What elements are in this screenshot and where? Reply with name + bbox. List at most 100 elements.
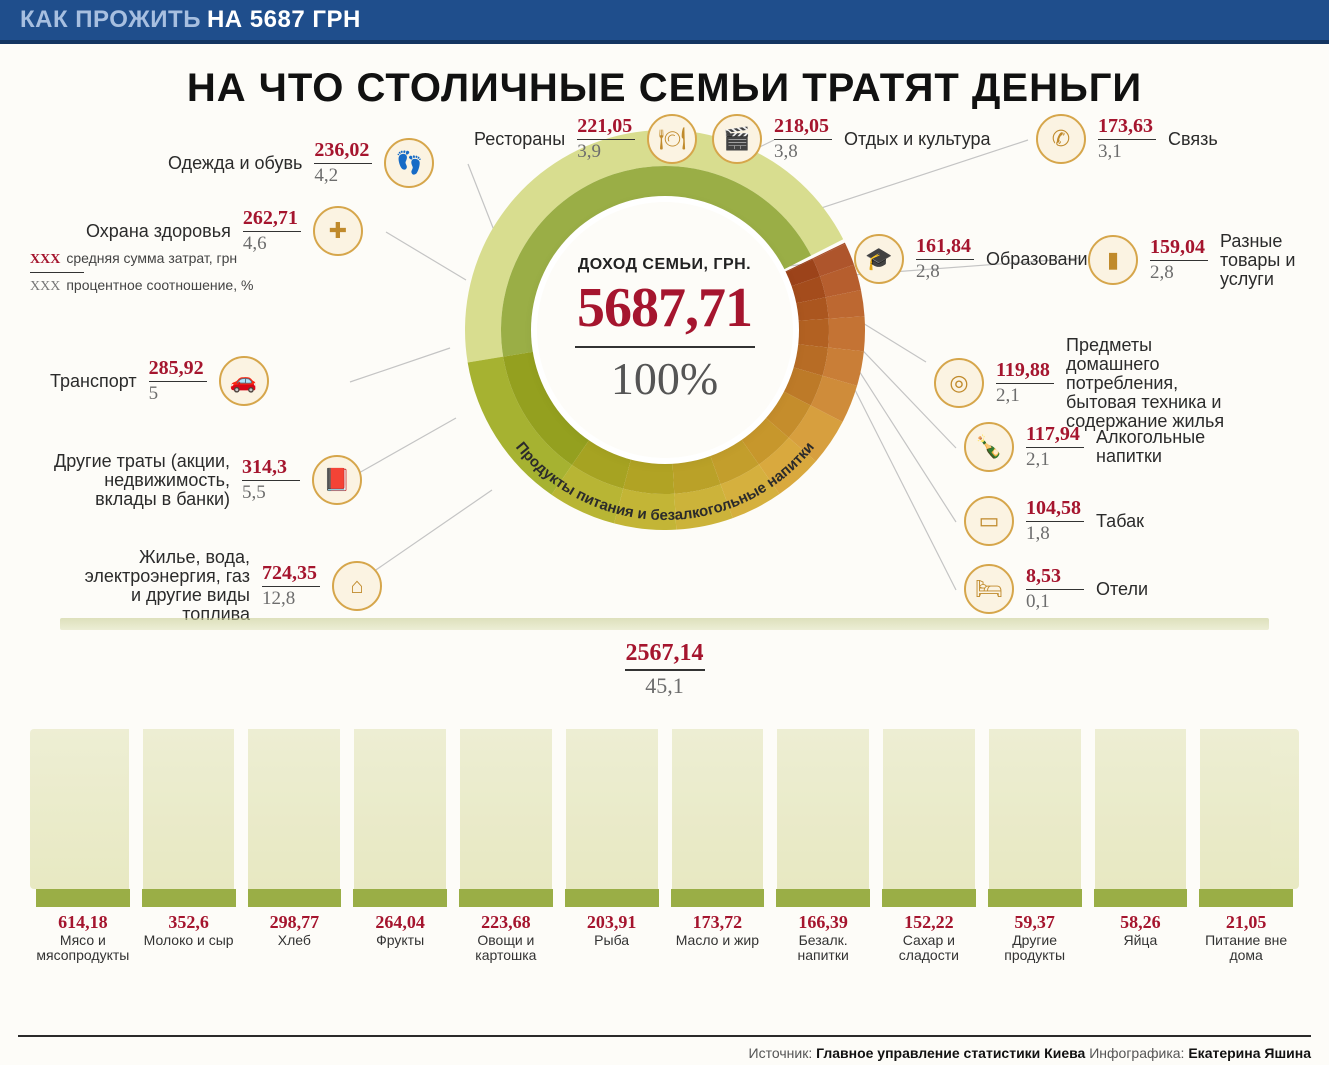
sub-col: 173,72 Масло и жир [665,913,771,964]
callout-figures: 285,92 5 [149,358,207,404]
callout-divider [314,163,372,164]
car-icon: 🚗 [219,356,269,406]
box-icon: ▮ [1088,235,1138,285]
callout-car: 🚗285,925Транспорт [50,356,269,406]
sub-label: Безалк. напитки [773,933,873,964]
callout-label: Табак [1096,512,1144,531]
header-part2: НА 5687 ГРН [207,6,361,34]
callout-label: Связь [1168,130,1218,149]
callout-figures: 236,024,2 [314,140,372,186]
food-top-rule [60,618,1269,630]
sub-label: Масло и жир [668,933,768,948]
sub-amount: 223,68 [456,913,556,931]
callout-divider [243,231,301,232]
sub-strip-cell [671,889,765,907]
sub-strip-cell [459,889,553,907]
sub-amount: 58,26 [1091,913,1191,931]
sub-col: 614,18Мясо и мясопродукты [30,913,136,964]
sub-amount: 298,77 [245,913,345,931]
food-divider [625,669,705,671]
sub-strip-cell [36,889,130,907]
sub-labels: 614,18Мясо и мясопродукты352,6Молоко и с… [30,913,1299,964]
sub-strip-cell [248,889,342,907]
sub-amount: 264,04 [350,913,450,931]
callout-box: ▮ 159,042,8 Разные товары и услуги [1088,232,1329,289]
header-part1: КАК ПРОЖИТЬ [20,6,201,34]
donut-center: ДОХОД СЕМЬИ, ГРН. 5687,71 100% [537,202,793,458]
callout-divider [1026,589,1084,590]
sub-label: Рыба [562,933,662,948]
callout-percent: 3,8 [774,142,832,162]
center-percent: 100% [611,352,718,405]
sub-label: Молоко и сыр [139,933,239,948]
camera-icon: 🎬 [712,114,762,164]
sub-strip-cell [882,889,976,907]
sub-col: 58,26Яйца [1088,913,1194,964]
legend-xxx-red: XXX [30,252,60,268]
callout-percent: 2,1 [1026,450,1084,470]
callout-divider [262,586,320,587]
callout-amount: 8,53 [1026,566,1084,587]
sub-amount: 614,18 [33,913,133,931]
sub-col: 166,39Безалк. напитки [770,913,876,964]
callout-label: Одежда и обувь [168,154,302,173]
callout-bed: 🛏8,530,1Отели [964,564,1148,614]
callout-label: Разные товары и услуги [1220,232,1329,289]
bottle-icon: 🍾 [964,422,1014,472]
callout-amount: 218,05 [774,116,832,137]
callout-bottle: 🍾117,942,1Алкогольные напитки [964,422,1276,472]
callout-figures: 8,53 0,1 [1026,566,1084,612]
callout-label: Предметы домашнего потребления, бытовая … [1066,336,1246,430]
legend: XXX средняя сумма затрат, грн XXX процен… [30,250,253,299]
callout-label: Рестораны [474,130,565,149]
callout-amount: 221,05 [577,116,635,137]
callout-phone: ✆173,633,1Связь [1036,114,1218,164]
callout-amount: 724,35 [262,563,320,584]
food-amount: 2567,14 [626,640,704,666]
callout-figures: 159,042,8 [1150,237,1208,283]
callout-label: Алкогольные напитки [1096,428,1276,466]
sub-amount: 203,91 [562,913,662,931]
sub-strip-cell [1094,889,1188,907]
callout-label: Другие траты (акции, недвижимость, вклад… [50,452,230,509]
callout-amount: 119,88 [996,360,1054,381]
callout-percent: 5 [149,384,207,404]
footer-gfx-value: Екатерина Яшина [1188,1045,1311,1061]
callout-divider [577,139,635,140]
callout-amount: 285,92 [149,358,207,379]
callout-amount: 159,04 [1150,237,1208,258]
callout-divider [1098,139,1156,140]
sub-col: 21,05Питание вне дома [1193,913,1299,964]
center-label: ДОХОД СЕМЬИ, ГРН. [578,256,751,274]
callout-house: ⌂724,3512,8Жилье, вода, электроэнергия, … [70,548,382,624]
callout-medkit: ✚262,714,6Охрана здоровья [86,206,363,256]
legend-xxx-gray: XXX [30,279,60,295]
sub-label: Хлеб [245,933,345,948]
callout-figures: 119,88 2,1 [996,360,1054,406]
sub-label: Другие продукты [985,933,1085,964]
header-bar: КАК ПРОЖИТЬ НА 5687 ГРН [0,0,1329,44]
center-divider [575,346,755,348]
callout-divider [1150,260,1208,261]
callout-percent: 12,8 [262,589,320,609]
sub-amount: 173,72 [668,913,768,931]
sub-strip-cell [142,889,236,907]
sub-area: 614,18Мясо и мясопродукты352,6Молоко и с… [30,729,1299,979]
callout-percent: 0,1 [1026,592,1084,612]
callout-camera: 🎬218,053,8Отдых и культура [712,114,991,164]
center-amount: 5687,71 [577,280,752,336]
callout-amount: 236,02 [314,140,372,161]
callout-amount: 262,71 [243,208,301,229]
medkit-icon: ✚ [313,206,363,256]
callout-figures: 173,633,1 [1098,116,1156,162]
callout-percent: 2,1 [996,386,1054,406]
page-title: НА ЧТО СТОЛИЧНЫЕ СЕМЬИ ТРАТЯТ ДЕНЬГИ [0,66,1329,111]
callout-label: Отели [1096,580,1148,599]
footprints-icon: 👣 [384,138,434,188]
stage: Продукты питания и безалкогольные напитк… [0,120,1329,1033]
sub-strip [30,889,1299,907]
cigarette-icon: ▭ [964,496,1014,546]
sub-strip-cell [988,889,1082,907]
sub-strip-cell [1199,889,1293,907]
callout-plate: 🍽221,053,9Рестораны [474,114,697,164]
